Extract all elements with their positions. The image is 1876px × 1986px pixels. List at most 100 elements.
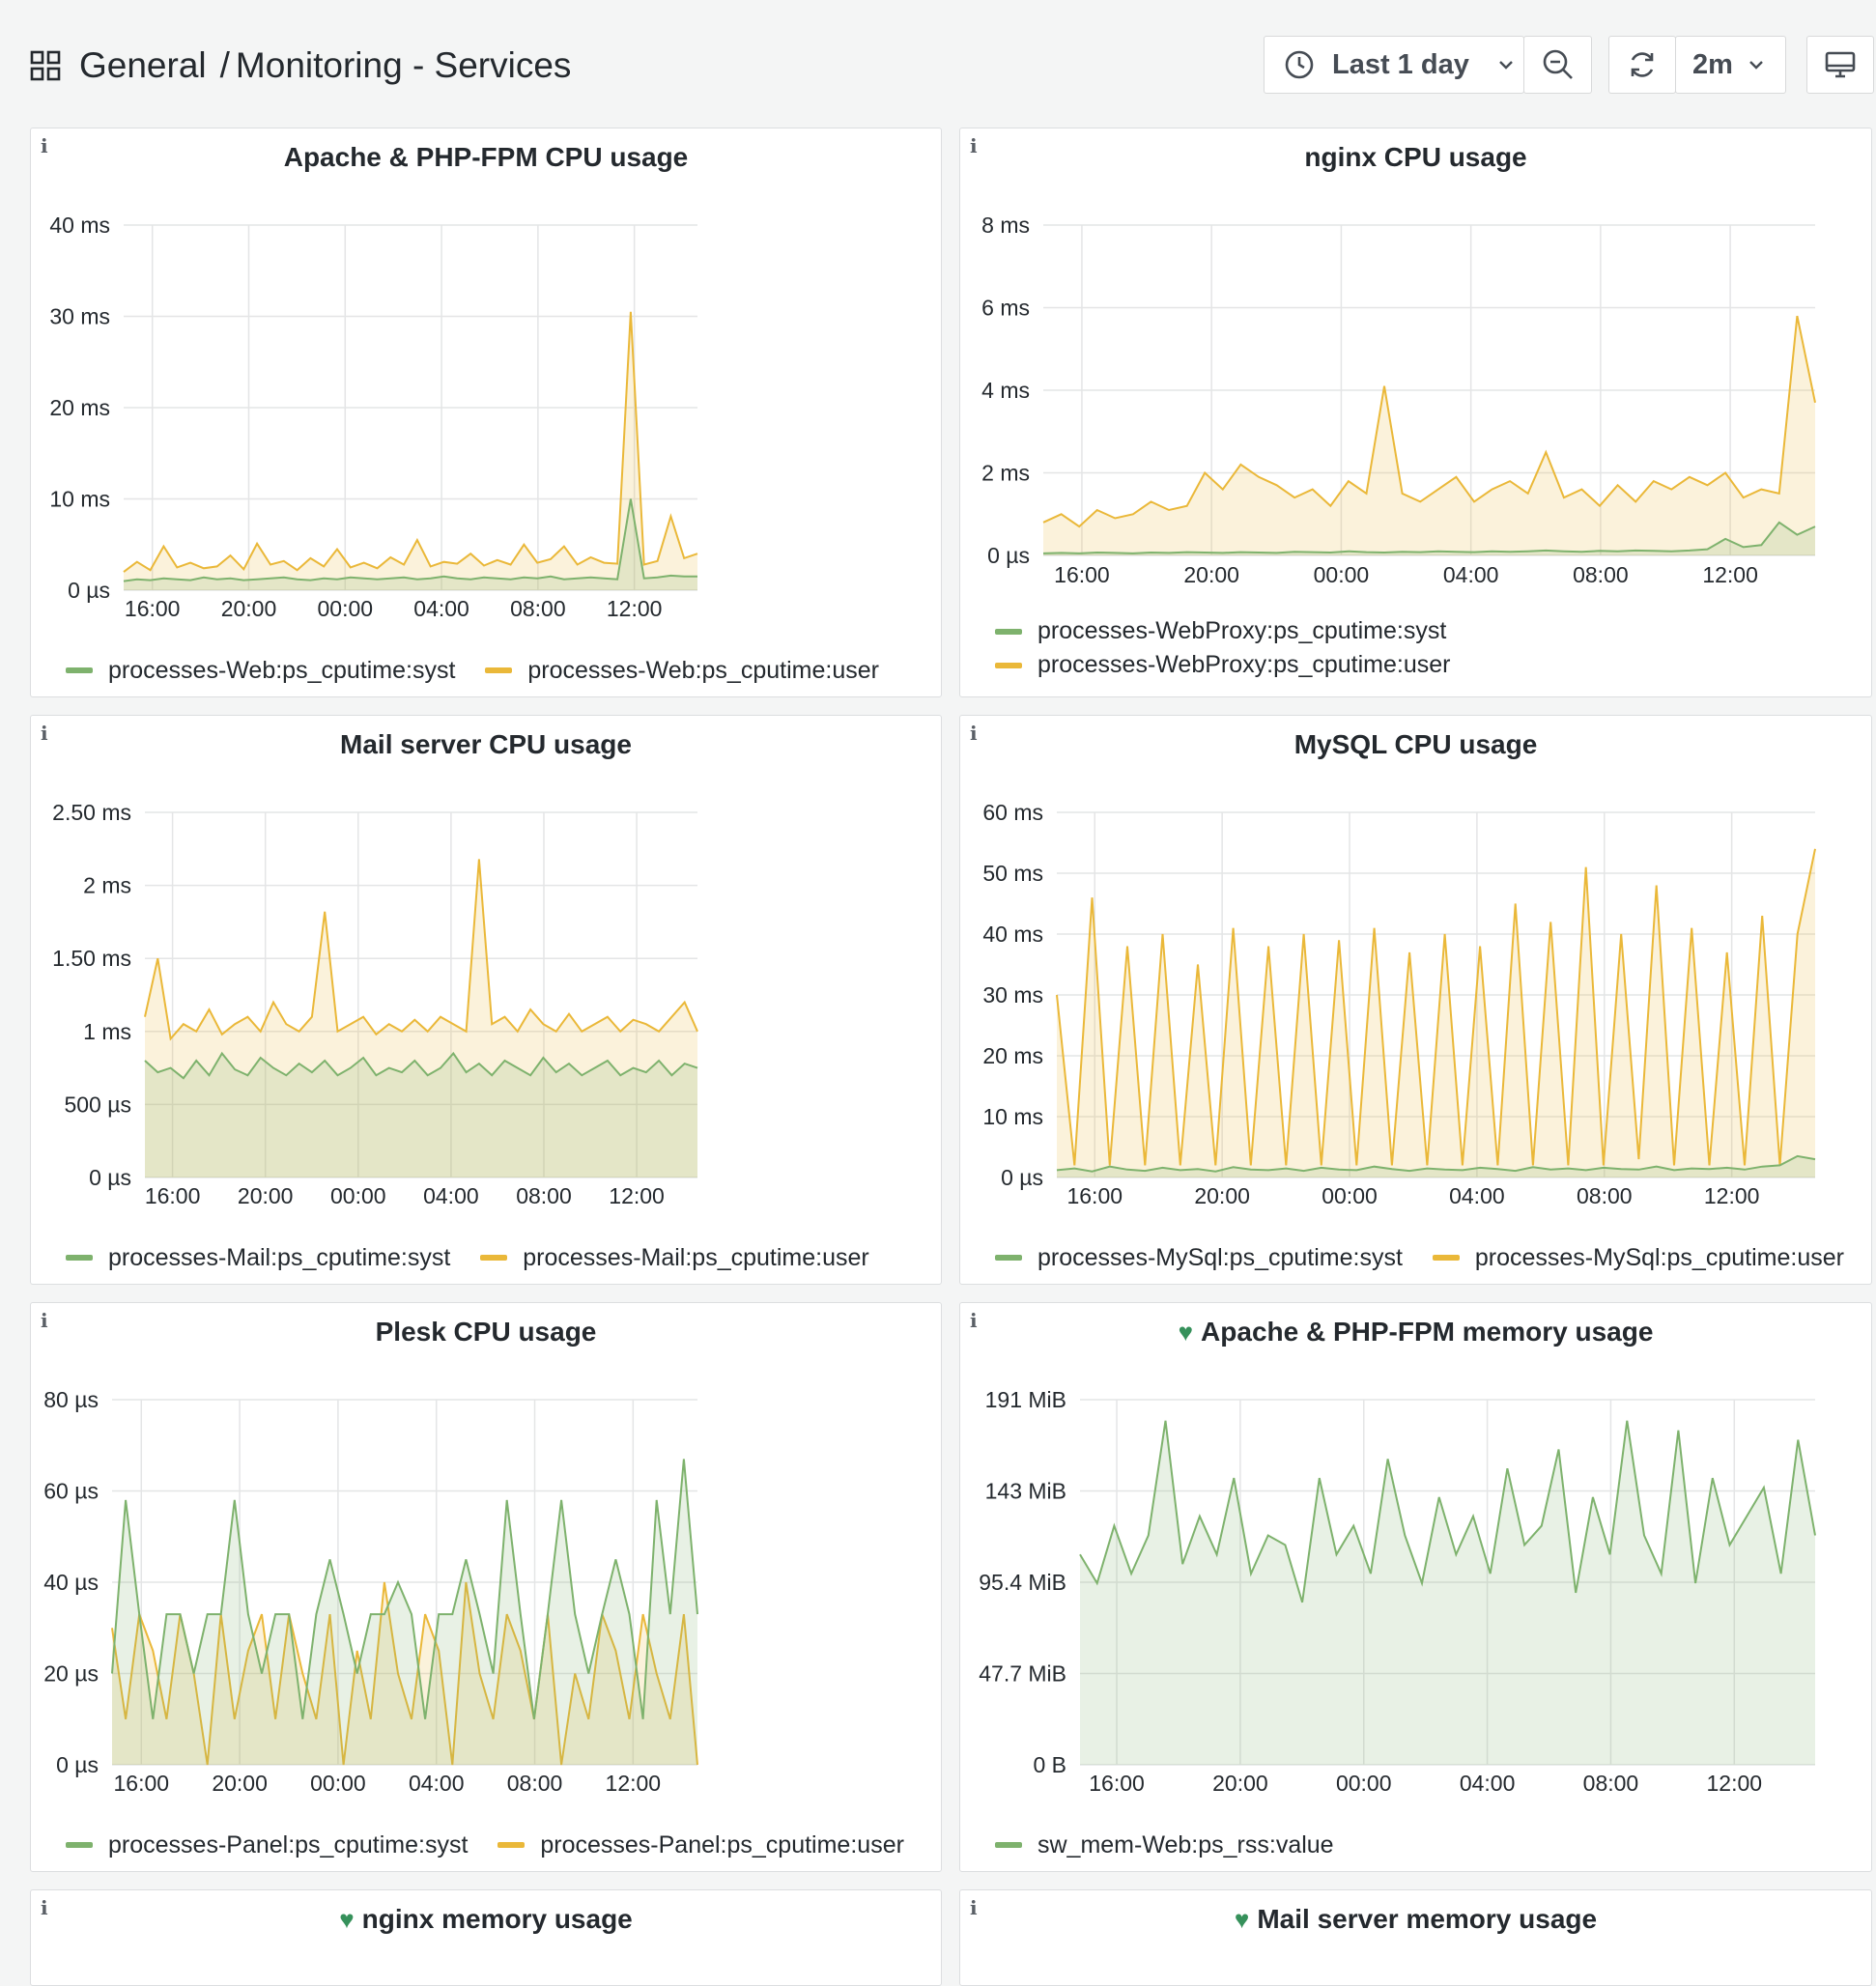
legend-item[interactable]: processes-WebProxy:ps_cputime:syst	[995, 617, 1451, 645]
legend-swatch-yellow	[995, 662, 1022, 668]
panel-title[interactable]: ♥ nginx memory usage	[31, 1904, 941, 1935]
series-area	[124, 498, 697, 590]
panel-info-icon[interactable]: i	[970, 722, 978, 745]
series-line	[144, 1051, 698, 1080]
time-range-picker[interactable]: Last 1 day	[1264, 36, 1524, 94]
panel-plesk-cpu[interactable]: 80 µs 60 µs 40 µs 20 µs 0 µs 16:00 20:00 00:00 0…	[30, 1302, 942, 1872]
legend-swatch-yellow	[497, 1842, 526, 1848]
x-tick-label: 00:00	[1336, 1771, 1392, 1796]
mail-cpu-chart: 2.50 ms 2 ms 1.50 ms 1 ms 500 µs 0 µs 16:00 20:…	[52, 800, 698, 1208]
panel-title[interactable]: ♥ Mail server memory usage	[960, 1904, 1871, 1935]
panel-legend: processes-WebProxy:ps_cputime:syst proce…	[995, 617, 1474, 685]
legend-swatch-green	[995, 1255, 1022, 1261]
time-range-label: Last 1 day	[1332, 48, 1469, 80]
panel-title[interactable]: Apache & PHP-FPM CPU usage	[283, 142, 689, 172]
panel-nginx-cpu[interactable]: 8 ms 6 ms 4 ms 2 ms 0 µs 16:00 20:00 00:00 04:00…	[959, 128, 1872, 697]
x-tick-label: 20:00	[1183, 562, 1239, 587]
series-area	[1057, 1155, 1815, 1177]
panel-info-icon[interactable]: i	[41, 1896, 48, 1919]
tv-mode-button[interactable]	[1806, 36, 1874, 94]
dashboard-grid-icon[interactable]	[30, 50, 61, 81]
x-tick-label: 04:00	[423, 1183, 479, 1208]
mysql-cpu-chart: 60 ms 50 ms 40 ms 30 ms 20 ms 10 ms 0 µs 16:00 2…	[982, 800, 1816, 1208]
legend-item[interactable]: processes-MySql:ps_cputime:user	[1432, 1244, 1844, 1272]
panel-title[interactable]: Plesk CPU usage	[375, 1317, 597, 1347]
legend-item[interactable]: processes-Web:ps_cputime:syst	[66, 657, 455, 685]
y-tick-label: 0 µs	[89, 1165, 131, 1190]
panel-info-icon[interactable]: i	[41, 722, 48, 745]
y-tick-label: 0 µs	[68, 578, 110, 603]
legend-swatch-green	[995, 1842, 1022, 1848]
legend-label: processes-Panel:ps_cputime:user	[540, 1830, 904, 1858]
panel-title[interactable]: nginx CPU usage	[1304, 142, 1527, 172]
series-area	[1043, 316, 1815, 555]
legend-label: processes-MySql:ps_cputime:syst	[1037, 1243, 1403, 1271]
panel-title[interactable]: ♥ Apache & PHP-FPM memory usage	[960, 1317, 1871, 1348]
panel-mysql-cpu[interactable]: 60 ms 50 ms 40 ms 30 ms 20 ms 10 ms 0 µs 16:00 2…	[959, 715, 1872, 1285]
x-tick-label: 04:00	[1460, 1771, 1516, 1796]
panel-legend: processes-Panel:ps_cputime:syst processe…	[66, 1827, 927, 1859]
x-tick-label: 04:00	[1449, 1183, 1505, 1208]
legend-label: processes-Panel:ps_cputime:syst	[108, 1830, 469, 1858]
breadcrumb-separator: /	[219, 45, 230, 85]
legend-item[interactable]: processes-Mail:ps_cputime:user	[480, 1244, 869, 1272]
legend-swatch-green	[995, 628, 1022, 635]
x-tick-label: 00:00	[310, 1771, 366, 1796]
heart-icon: ♥	[339, 1905, 355, 1934]
legend-item[interactable]: processes-WebProxy:ps_cputime:user	[995, 651, 1451, 679]
x-tick-label: 12:00	[1704, 1183, 1760, 1208]
y-tick-label: 40 µs	[43, 1570, 99, 1595]
panel-apache-cpu[interactable]: 40 ms 30 ms 20 ms 10 ms 0 µs 16:00 20:00 00:00 0…	[30, 128, 942, 697]
legend-item[interactable]: processes-Mail:ps_cputime:syst	[66, 1244, 450, 1272]
y-tick-label: 2 ms	[981, 461, 1030, 486]
refresh-icon	[1631, 52, 1654, 77]
x-tick-label: 16:00	[125, 596, 181, 621]
panel-info-icon[interactable]: i	[970, 1309, 978, 1332]
refresh-interval-picker[interactable]: 2m	[1675, 36, 1786, 94]
x-tick-label: 12:00	[1707, 1771, 1763, 1796]
monitor-icon	[1825, 51, 1856, 78]
y-tick-label: 20 µs	[43, 1661, 99, 1687]
series-line	[1079, 1420, 1816, 1603]
legend-swatch-yellow	[485, 667, 513, 673]
y-tick-label: 20 ms	[982, 1043, 1043, 1068]
panel-info-icon[interactable]: i	[41, 134, 48, 157]
y-tick-label: 40 ms	[982, 922, 1043, 947]
y-tick-label: 60 µs	[43, 1479, 99, 1504]
legend-item[interactable]: processes-Panel:ps_cputime:syst	[66, 1831, 468, 1859]
panel-mail-memory[interactable]: i ♥ Mail server memory usage	[959, 1889, 1872, 1986]
y-tick-label: 0 µs	[1001, 1165, 1043, 1190]
panel-info-icon[interactable]: i	[41, 1309, 48, 1332]
y-tick-label: 30 ms	[49, 304, 110, 329]
y-tick-label: 8 ms	[981, 213, 1030, 238]
series-line	[123, 498, 697, 582]
legend-label: processes-WebProxy:ps_cputime:syst	[1037, 617, 1447, 644]
legend-swatch-green	[66, 1255, 93, 1261]
x-tick-label: 16:00	[145, 1183, 201, 1208]
y-tick-label: 2 ms	[83, 873, 131, 898]
legend-item[interactable]: processes-Panel:ps_cputime:user	[497, 1831, 904, 1859]
series-area	[112, 1459, 697, 1765]
legend-label: processes-WebProxy:ps_cputime:user	[1037, 651, 1451, 678]
dashboard-title[interactable]: Monitoring - Services	[235, 45, 572, 85]
panel-info-icon[interactable]: i	[970, 134, 978, 157]
panel-title[interactable]: MySQL CPU usage	[1293, 729, 1538, 759]
y-tick-label: 20 ms	[49, 395, 110, 420]
panel-nginx-memory[interactable]: i ♥ nginx memory usage	[30, 1889, 942, 1986]
legend-item[interactable]: sw_mem-Web:ps_rss:value	[995, 1831, 1334, 1859]
refresh-button[interactable]	[1608, 36, 1676, 94]
plesk-cpu-chart: 80 µs 60 µs 40 µs 20 µs 0 µs 16:00 20:00 00:00 0…	[43, 1387, 698, 1796]
x-tick-label: 20:00	[1212, 1771, 1268, 1796]
panel-info-icon[interactable]: i	[970, 1896, 978, 1919]
panel-title[interactable]: Mail server CPU usage	[340, 729, 632, 759]
panel-mail-cpu[interactable]: 2.50 ms 2 ms 1.50 ms 1 ms 500 µs 0 µs 16:00 20:…	[30, 715, 942, 1285]
panel-apache-memory[interactable]: 191 MiB 143 MiB 95.4 MiB 47.7 MiB 0 B 16:00 20…	[959, 1302, 1872, 1872]
legend-item[interactable]: processes-Web:ps_cputime:user	[485, 657, 879, 685]
zoom-out-button[interactable]	[1523, 36, 1592, 94]
series-line	[1042, 521, 1816, 554]
heart-icon: ♥	[1178, 1318, 1194, 1347]
panel-legend: processes-Web:ps_cputime:syst processes-…	[66, 652, 902, 685]
breadcrumb-folder[interactable]: General	[79, 45, 207, 85]
x-tick-label: 04:00	[409, 1771, 465, 1796]
legend-item[interactable]: processes-MySql:ps_cputime:syst	[995, 1244, 1403, 1272]
